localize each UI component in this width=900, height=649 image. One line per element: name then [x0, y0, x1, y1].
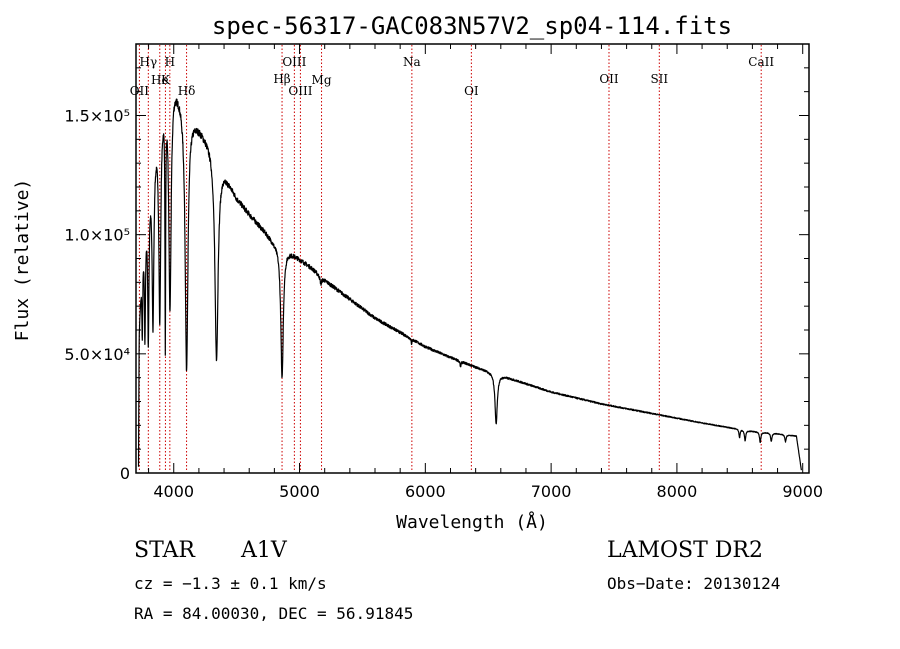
plot-frame — [135, 43, 810, 474]
y-tick-label: 5.0×10⁴ — [64, 345, 130, 364]
x-tick-label: 9000 — [782, 482, 823, 501]
spectral-line-label: Hβ — [273, 72, 290, 86]
spectral-line-label: OI — [464, 84, 479, 98]
spectral-line-label: OIII — [282, 55, 306, 69]
x-tick-label: 8000 — [657, 482, 698, 501]
object-subclass: A1V — [241, 538, 287, 563]
y-tick-label: 1.0×10⁵ — [64, 226, 130, 245]
spectral-line-label: K — [161, 73, 171, 87]
spectral-line-label: Mg — [312, 73, 332, 87]
observation-date: Obs−Date: 20130124 — [607, 574, 781, 593]
chart-title: spec-56317-GAC083N57V2_sp04-114.fits — [212, 12, 732, 40]
coordinates: RA = 84.00030, DEC = 56.91845 — [134, 604, 414, 623]
axis-ticks: 4000 5000 6000 7000 8000 9000 0 5.0×10⁴ 1.0×10⁵ 1… — [64, 44, 823, 501]
redshift-velocity: cz = −1.3 ± 0.1 km/s — [134, 574, 327, 593]
spectral-line-markers — [138, 45, 762, 472]
spectral-line-label: CaII — [748, 55, 774, 69]
spectrum-trace — [137, 98, 802, 471]
spectral-line-label: Hγ — [140, 55, 158, 69]
spectral-line-label: Hδ — [178, 84, 196, 98]
spectral-line-label: Na — [403, 55, 421, 69]
spectral-line-label: OII — [599, 72, 619, 86]
y-axis-label: Flux (relative) — [12, 179, 33, 342]
x-tick-label: 5000 — [279, 482, 320, 501]
y-tick-label: 0 — [120, 464, 130, 483]
x-tick-label: 6000 — [405, 482, 446, 501]
spectral-line-label: He — [151, 73, 169, 87]
spectral-line-label: H — [165, 55, 175, 69]
y-tick-label: 1.5×10⁵ — [64, 107, 130, 126]
survey-name: LAMOST DR2 — [607, 538, 763, 563]
spectral-line-label: OIII — [288, 84, 312, 98]
x-tick-label: 7000 — [531, 482, 572, 501]
x-axis-label: Wavelength (Å) — [396, 511, 548, 533]
spectral-line-label: SII — [650, 72, 668, 86]
spectrum-line — [137, 98, 802, 471]
x-tick-label: 4000 — [153, 482, 194, 501]
object-class: STAR — [134, 538, 195, 563]
spectral-line-label: OII — [130, 84, 150, 98]
